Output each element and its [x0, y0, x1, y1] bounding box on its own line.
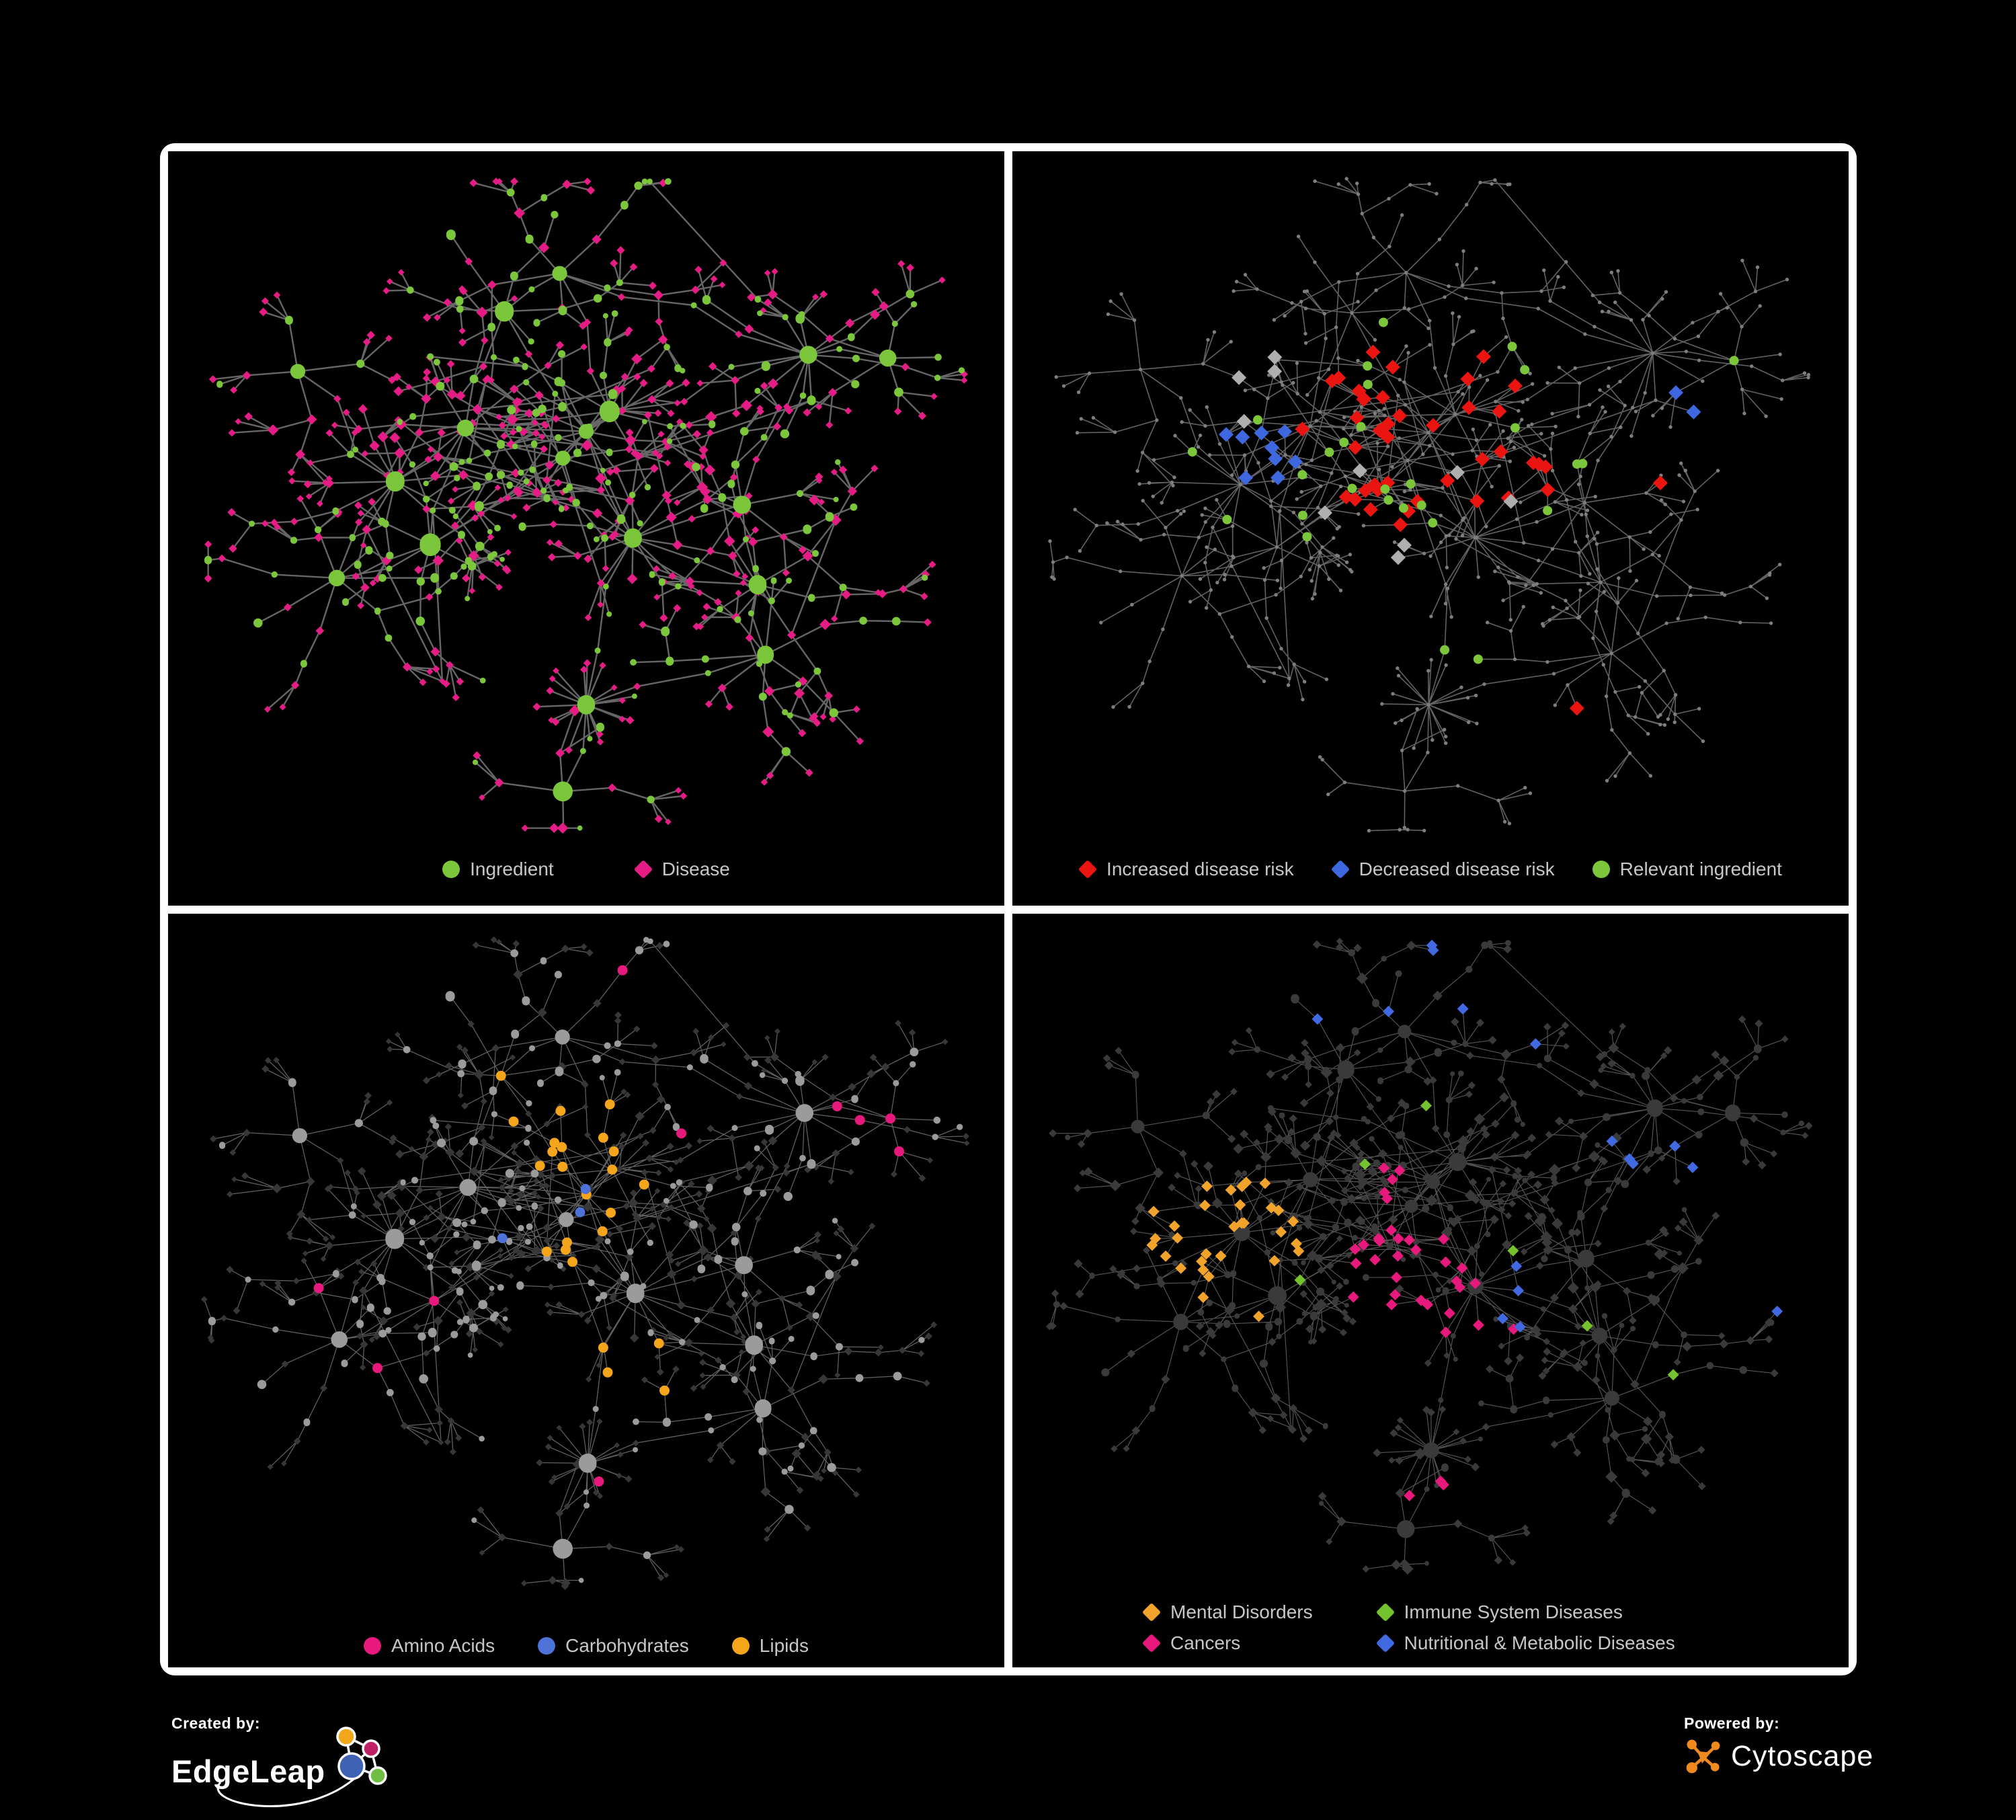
network-panel-disease-risk: Increased disease risk Decreased disease …: [1012, 151, 1849, 906]
edgeleap-logo-icon: [216, 1727, 387, 1807]
network-graph-nutrient-classes: [200, 936, 970, 1590]
legend-label: Carbohydrates: [565, 1635, 689, 1656]
legend-label: Amino Acids: [391, 1635, 495, 1656]
legend-diamond-swatch: [1078, 859, 1098, 879]
legend-item: Mental Disorders: [1141, 1601, 1313, 1623]
legend-disease-categories: Mental Disorders Immune System Diseases Ca…: [1141, 1601, 1675, 1654]
legend-item: Cancers: [1141, 1632, 1313, 1654]
legend-circle-swatch: [364, 1637, 382, 1655]
edgeleap-brand-name: EdgeLeap: [171, 1753, 325, 1789]
legend-diamond-swatch: [1375, 1602, 1395, 1622]
network-graph-disease-categories: [1045, 937, 1813, 1575]
legend-nutrient-classes: Amino Acids Carbohydrates Lipids: [168, 1635, 1004, 1657]
created-by-label: Created by:: [171, 1714, 261, 1732]
network-panel-disease-categories: Mental Disorders Immune System Diseases Ca…: [1012, 913, 1849, 1667]
powered-by-label: Powered by:: [1684, 1714, 1780, 1732]
edgeleap-branding: Created by: EdgeLeap: [171, 1714, 409, 1809]
network-graph-ingredient-disease: [204, 177, 968, 834]
legend-item: Carbohydrates: [538, 1635, 689, 1657]
nodes-highlight-0: [1295, 344, 1668, 716]
legend-disease-risk: Increased disease risk Decreased disease …: [1012, 859, 1849, 880]
nodes-diamond-base: [204, 177, 968, 834]
nodes-highlight-1: [497, 1183, 591, 1243]
network-edges: [207, 180, 965, 829]
legend-item: Disease: [633, 858, 730, 880]
figure-board: Ingredient Disease Increased disease risk…: [160, 143, 1857, 1675]
legend-label: Cancers: [1170, 1632, 1241, 1653]
legend-circle-swatch: [1592, 860, 1610, 878]
network-edges: [204, 939, 967, 1587]
legend-circle-swatch: [731, 1637, 750, 1655]
legend-item: Immune System Diseases: [1375, 1601, 1675, 1623]
legend-circle-swatch: [538, 1637, 556, 1655]
network-panel-ingredient-disease: Ingredient Disease: [168, 151, 1004, 906]
cytoscape-logo-icon: [1686, 1739, 1720, 1774]
legend-diamond-swatch: [1141, 1633, 1162, 1653]
legend-item: Amino Acids: [364, 1635, 495, 1657]
legend-label: Decreased disease risk: [1359, 858, 1555, 879]
legend-item: Nutritional & Metabolic Diseases: [1375, 1632, 1675, 1654]
nodes-highlight-0: [495, 1070, 670, 1396]
network-edges: [1049, 178, 1810, 832]
legend-label: Nutritional & Metabolic Diseases: [1404, 1632, 1675, 1653]
legend-item: Relevant ingredient: [1592, 859, 1782, 880]
network-panel-nutrient-classes: Amino Acids Carbohydrates Lipids: [168, 913, 1004, 1667]
legend-label: Immune System Diseases: [1404, 1601, 1623, 1622]
legend-item: Ingredient: [442, 859, 554, 880]
cytoscape-branding: Powered by: Cytoscape: [1684, 1714, 1873, 1776]
network-graph-disease-risk: [1048, 177, 1811, 833]
legend-circle-swatch: [442, 860, 460, 878]
nodes-diamond-base: [1045, 937, 1813, 1575]
nodes-circle-base: [204, 177, 965, 831]
legend-label: Mental Disorders: [1170, 1601, 1313, 1622]
legend-item: Decreased disease risk: [1330, 858, 1555, 880]
legend-label: Lipids: [759, 1635, 809, 1656]
legend-label: Increased disease risk: [1106, 858, 1294, 879]
legend-diamond-swatch: [1330, 859, 1350, 879]
network-edges: [1049, 940, 1810, 1569]
cytoscape-brand-name: Cytoscape: [1731, 1739, 1874, 1772]
legend-diamond-swatch: [1141, 1602, 1162, 1622]
legend-diamond-swatch: [1375, 1633, 1395, 1653]
legend-ingredient-disease: Ingredient Disease: [168, 859, 1004, 880]
legend-item: Increased disease risk: [1078, 858, 1294, 880]
legend-diamond-swatch: [633, 859, 653, 879]
legend-label: Disease: [661, 858, 730, 879]
legend-label: Ingredient: [470, 858, 554, 879]
legend-item: Lipids: [731, 1635, 809, 1657]
legend-label: Relevant ingredient: [1619, 858, 1782, 879]
